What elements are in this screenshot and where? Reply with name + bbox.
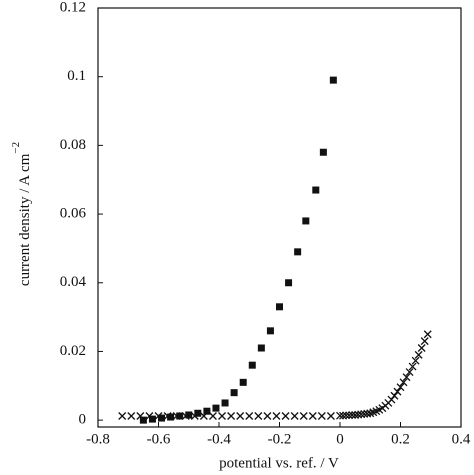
cross-marker <box>245 412 254 420</box>
y-axis-label-exponent: −2 <box>10 142 22 154</box>
cross-marker <box>163 412 172 420</box>
y-tick-label: 0.12 <box>60 0 86 15</box>
cross-marker <box>290 412 299 420</box>
cross-marker <box>118 412 127 420</box>
cross-marker <box>154 412 163 420</box>
square-marker <box>294 248 302 256</box>
cross-marker <box>414 350 423 359</box>
square-marker <box>312 186 320 194</box>
x-axis-label: potential vs. ref. / V <box>219 455 339 471</box>
cross-marker <box>272 412 281 420</box>
cross-marker <box>420 337 429 346</box>
cross-marker <box>345 411 354 420</box>
y-tick-label: 0.08 <box>60 137 86 153</box>
square-marker <box>176 412 184 420</box>
y-tick-label: 0.04 <box>60 274 87 290</box>
cross-marker <box>417 344 426 352</box>
x-tick-label: 0.2 <box>391 431 410 447</box>
cross-marker <box>136 412 145 420</box>
cross-marker <box>390 391 399 400</box>
y-axis-label: current density / A cm−2 <box>10 142 34 286</box>
cross-marker <box>172 412 181 420</box>
cross-marker <box>326 412 335 420</box>
cross-marker <box>339 411 347 420</box>
square-marker <box>285 279 293 287</box>
cross-marker <box>208 412 217 420</box>
square-marker <box>203 407 211 415</box>
square-marker <box>158 414 166 422</box>
cross-marker <box>227 412 236 420</box>
square-marker <box>248 361 256 369</box>
cross-marker <box>411 356 420 365</box>
square-marker <box>230 389 238 397</box>
square-marker <box>319 148 327 156</box>
x-tick-label: 0.4 <box>452 431 471 447</box>
y-tick-label: 0.1 <box>67 68 86 84</box>
cross-marker <box>342 411 351 420</box>
plot-frame <box>97 7 462 428</box>
square-marker <box>167 413 175 421</box>
x-tick-label: -0.8 <box>86 431 110 447</box>
cross-marker <box>336 411 344 420</box>
cross-marker <box>396 383 405 392</box>
cross-marker <box>281 412 290 420</box>
cross-marker <box>399 378 408 387</box>
y-tick-label: 0 <box>79 412 87 428</box>
square-marker <box>276 303 283 311</box>
cross-marker <box>199 412 208 420</box>
cross-marker <box>145 412 154 420</box>
square-marker <box>302 217 310 225</box>
cross-marker <box>181 412 190 420</box>
square-marker <box>257 344 265 352</box>
cross-marker <box>299 412 308 420</box>
cross-marker <box>423 330 432 339</box>
cross-marker <box>363 409 372 418</box>
cross-marker <box>254 412 263 420</box>
cross-marker <box>348 411 357 419</box>
y-axis-label-text: current density / A cm <box>17 153 33 286</box>
cross-marker <box>263 412 272 420</box>
cross-marker <box>317 412 326 420</box>
cross-marker <box>218 412 226 420</box>
cross-marker <box>190 412 199 420</box>
square-marker <box>221 399 229 407</box>
square-marker <box>239 378 247 386</box>
square-marker <box>139 416 147 424</box>
x-tick-label: -0.4 <box>207 431 231 447</box>
square-marker <box>185 411 193 419</box>
cross-marker <box>402 373 411 382</box>
y-tick-label: 0.06 <box>60 206 87 222</box>
square-marker <box>266 327 274 335</box>
x-tick-label: 0 <box>336 431 344 447</box>
cross-marker <box>405 368 414 377</box>
square-marker <box>329 76 337 84</box>
cross-marker <box>393 387 402 396</box>
x-tick-label: -0.2 <box>268 431 292 447</box>
y-tick-label: 0.02 <box>60 343 86 359</box>
cross-marker <box>408 362 417 371</box>
cross-marker <box>127 412 136 420</box>
x-tick-label: -0.6 <box>147 431 171 447</box>
cross-marker <box>236 412 245 420</box>
square-marker <box>212 404 220 412</box>
cross-marker <box>308 412 317 420</box>
